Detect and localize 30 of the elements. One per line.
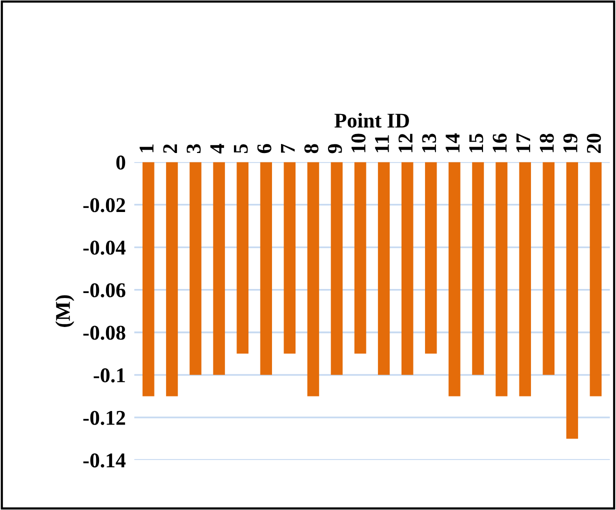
x-tick-label: 3: [186, 144, 201, 154]
y-tick-label: -0.08: [83, 326, 126, 340]
x-tick-label: 2: [163, 144, 177, 153]
x-tick-label: 13: [422, 134, 436, 152]
x-tick-label: 18: [540, 134, 554, 152]
x-tick-label: 12: [398, 134, 412, 152]
x-tick-label: 4: [210, 144, 224, 154]
y-tick-label: -0.02: [83, 198, 126, 212]
x-tick-label: 6: [257, 144, 272, 154]
x-tick-label: 16: [492, 134, 507, 152]
y-tick-label: -0.12: [83, 410, 126, 425]
y-tick-label: -0.06: [83, 283, 126, 298]
x-tick-label: 8: [304, 144, 318, 154]
x-tick-label: 14: [446, 133, 460, 152]
y-tick-label: -0.04: [83, 240, 126, 255]
x-tick-label: 11: [375, 135, 389, 152]
y-tick-label: -0.14: [83, 453, 126, 468]
x-tick-label: 7: [281, 144, 295, 153]
y-axis-title: (M): [55, 295, 74, 327]
x-tick-label: 19: [563, 134, 578, 152]
x-tick-label: 20: [586, 134, 601, 153]
x-tick-label: 9: [328, 144, 342, 154]
y-tick-label: 0: [116, 156, 126, 170]
x-tick-label: 15: [469, 134, 484, 152]
x-tick-label: 17: [516, 134, 530, 152]
x-axis-title: Point ID: [334, 113, 409, 128]
x-tick-label: 5: [234, 144, 248, 154]
y-tick-label: -0.1: [94, 368, 125, 382]
x-tick-label: 1: [140, 144, 154, 152]
x-tick-label: 10: [351, 134, 366, 152]
